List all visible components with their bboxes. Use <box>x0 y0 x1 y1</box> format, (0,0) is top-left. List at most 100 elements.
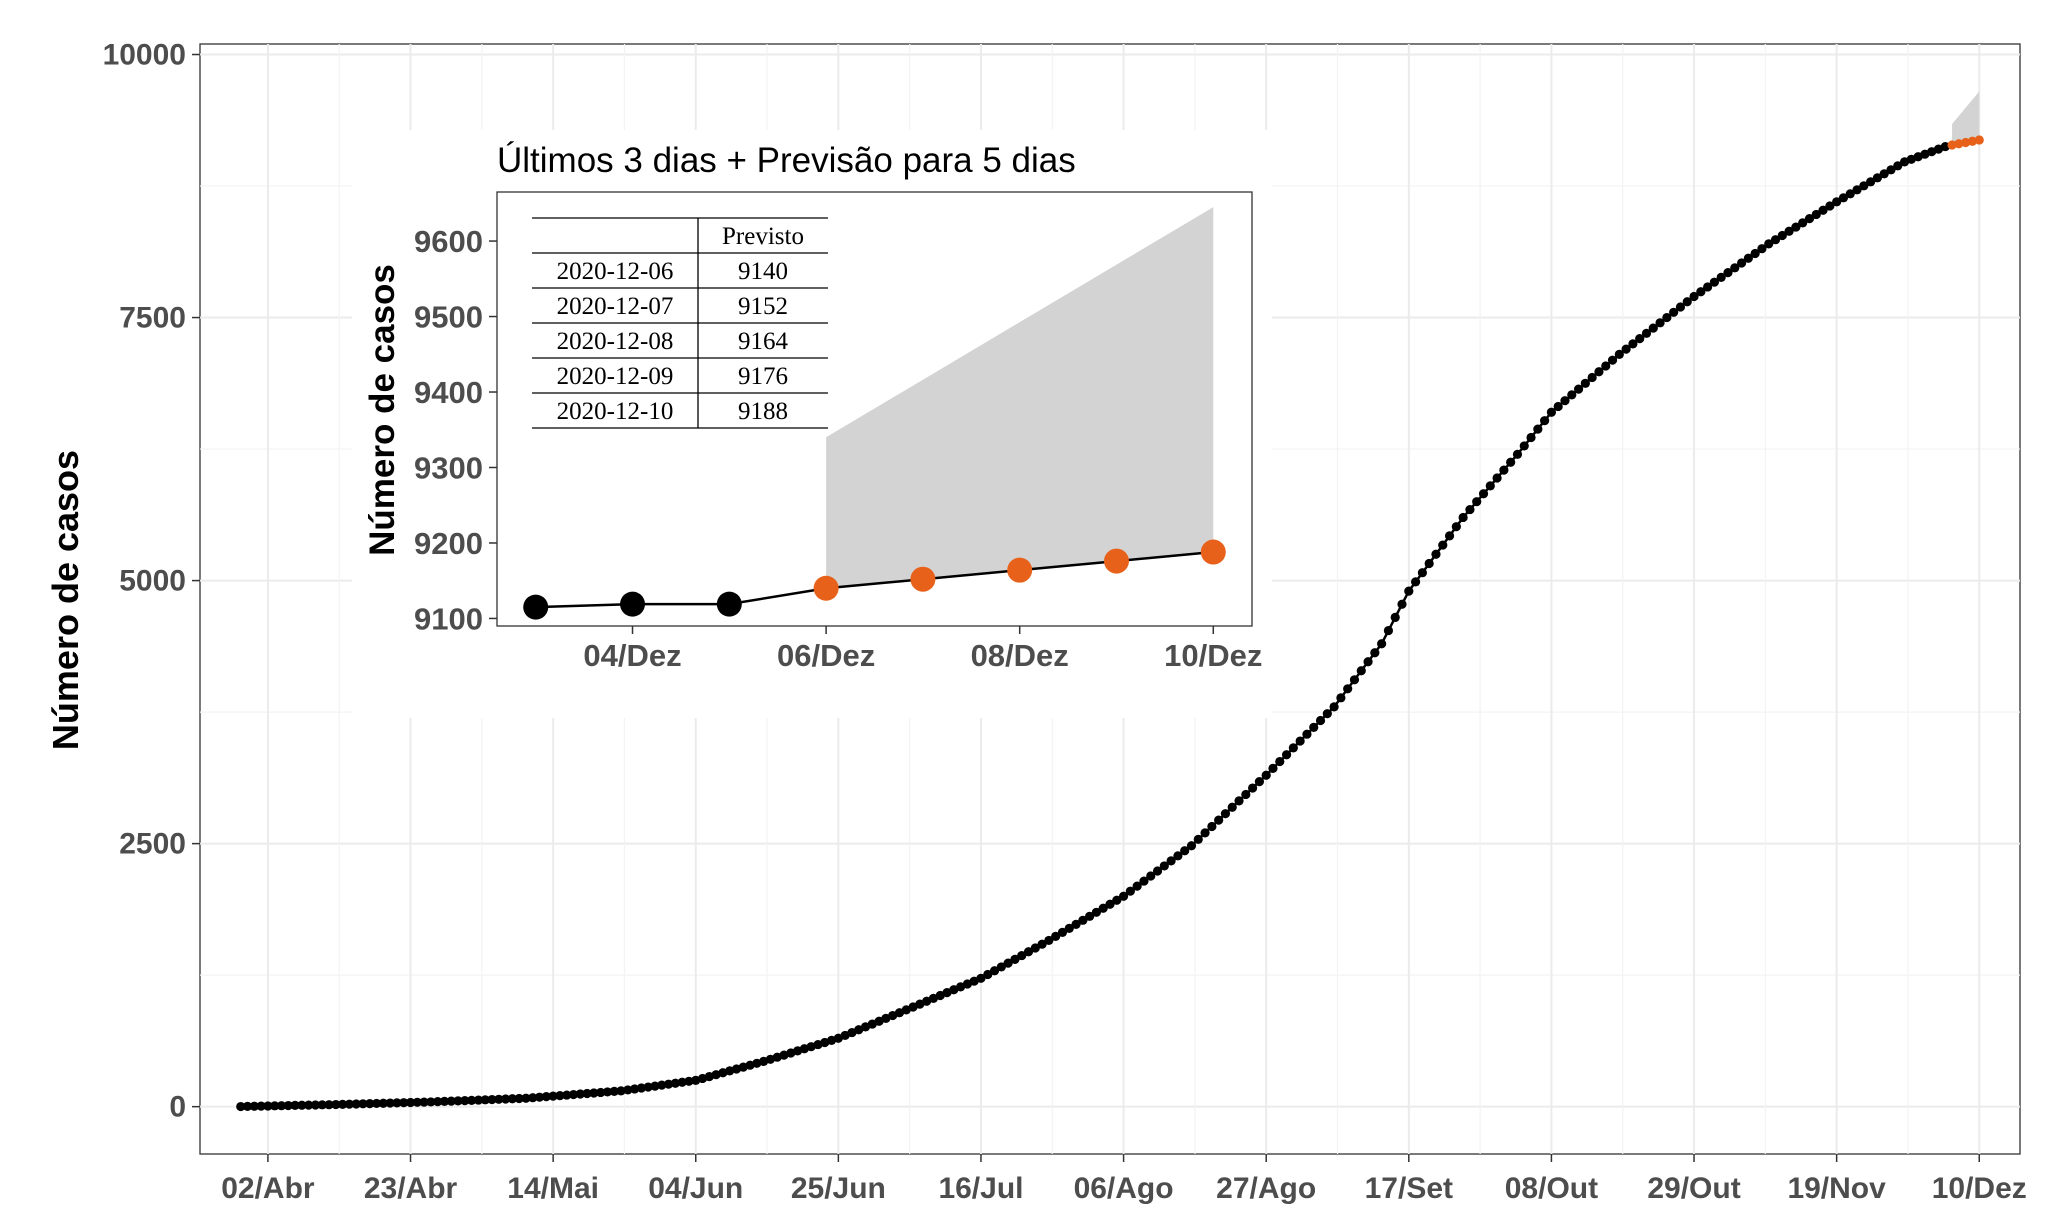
main-observed-point <box>1186 841 1197 851</box>
forecast-table-value: 9140 <box>738 258 788 285</box>
inset-chart: Últimos 3 dias + Previsão para 5 dias Nú… <box>352 130 1272 718</box>
main-observed-point <box>426 1097 436 1107</box>
main-observed-point <box>1173 851 1183 861</box>
main-observed-point <box>310 1100 321 1110</box>
main-observed-point <box>1872 173 1882 183</box>
main-observed-point <box>317 1100 327 1110</box>
main-observed-point <box>677 1077 687 1087</box>
inset-y-axis-title: Número de casos <box>363 264 402 556</box>
inset-forecast-band <box>826 207 1214 589</box>
main-observed-point <box>1777 230 1787 241</box>
main-observed-point <box>1879 169 1889 179</box>
main-observed-point <box>1200 828 1210 838</box>
main-observed-point <box>1180 846 1190 856</box>
inset-series-lines <box>535 550 1214 609</box>
inset-y-tick-label: 9400 <box>414 375 483 410</box>
main-observed-point <box>1506 457 1516 467</box>
main-observed-point <box>1553 401 1563 412</box>
main-observed-point <box>1492 473 1502 483</box>
main-observed-point <box>297 1100 307 1110</box>
main-x-tick-label: 14/Mai <box>507 1172 599 1205</box>
main-observed-point <box>1845 189 1855 199</box>
main-observed-point <box>1743 253 1753 263</box>
main-observed-point <box>1825 201 1835 211</box>
main-observed-point <box>1044 935 1054 946</box>
forecast-table-date: 2020-12-09 <box>557 363 674 390</box>
main-x-tick-label: 23/Abr <box>364 1172 458 1205</box>
main-observed-point <box>1322 709 1332 719</box>
main-forecast-point <box>1974 135 1984 145</box>
main-observed-point <box>1017 950 1027 961</box>
main-observed-point <box>1309 722 1319 732</box>
inset-forecast-band-area <box>826 207 1214 589</box>
main-observed-point <box>460 1096 470 1106</box>
main-observed-point <box>670 1078 680 1088</box>
main-x-tick-label: 02/Abr <box>221 1172 315 1205</box>
main-observed-point <box>1893 161 1903 171</box>
main-observed-point <box>1295 736 1305 746</box>
main-observed-point <box>1546 407 1557 417</box>
forecast-table-date: 2020-12-07 <box>557 293 674 320</box>
main-observed-point <box>1614 349 1624 359</box>
main-observed-point <box>446 1096 456 1106</box>
main-observed-point <box>365 1099 375 1109</box>
inset-y-tick-label: 9200 <box>414 526 483 561</box>
main-observed-point <box>1852 185 1862 195</box>
main-observed-point <box>1383 625 1394 636</box>
main-observed-point <box>1512 449 1523 459</box>
main-y-axis-title: Número de casos <box>45 450 86 750</box>
inset-title: Últimos 3 dias + Previsão para 5 dias <box>497 141 1076 180</box>
main-observed-point <box>1540 416 1550 426</box>
main-observed-point <box>242 1101 253 1112</box>
main-observed-point <box>636 1083 647 1093</box>
main-observed-point <box>643 1082 653 1092</box>
main-observed-point <box>1472 497 1482 507</box>
main-observed-point <box>1098 903 1108 913</box>
main-observed-point <box>1220 809 1231 819</box>
main-observed-point <box>528 1093 538 1103</box>
main-observed-point <box>1078 915 1088 925</box>
main-y-tick-label: 7500 <box>119 302 186 335</box>
main-observed-point <box>1281 750 1292 760</box>
main-observed-point <box>514 1093 524 1104</box>
main-observed-point <box>1696 287 1706 297</box>
inset-y-tick-label: 9500 <box>414 300 483 335</box>
inset-x-tick-label: 08/Dez <box>971 638 1069 673</box>
main-observed-point <box>487 1094 497 1105</box>
inset-y-tick-label: 9100 <box>414 601 483 636</box>
main-observed-point <box>1675 302 1686 312</box>
main-observed-point <box>1261 770 1271 780</box>
main-observed-point <box>399 1098 409 1108</box>
main-observed-point <box>555 1091 565 1101</box>
main-observed-point <box>1417 568 1427 578</box>
main-observed-point <box>1234 796 1244 806</box>
main-forecast-band-area <box>1952 91 1980 146</box>
main-observed-point <box>616 1086 626 1096</box>
main-forecast-band <box>1952 91 1980 146</box>
main-observed-point <box>1214 815 1224 825</box>
main-observed-point <box>1030 943 1040 953</box>
main-observed-point <box>1112 895 1122 905</box>
main-observed-point <box>1736 258 1747 268</box>
main-observed-point <box>1315 715 1326 726</box>
main-observed-point <box>996 962 1006 972</box>
main-observed-point <box>1451 522 1461 532</box>
main-observed-point <box>1085 911 1095 921</box>
main-y-tick-label: 0 <box>169 1091 186 1124</box>
forecast-table-value: 9176 <box>738 363 788 390</box>
main-observed-point <box>1804 214 1815 224</box>
main-y-tick-label: 5000 <box>119 565 186 598</box>
main-observed-point <box>1703 282 1713 292</box>
main-x-tick-label: 17/Set <box>1365 1172 1453 1205</box>
main-x-tick-label: 27/Ago <box>1216 1172 1316 1205</box>
main-observed-point <box>344 1099 355 1109</box>
forecast-table: Previsto 2020-12-06 9140 2020-12-07 9152 2020… <box>532 217 828 429</box>
main-observed-point <box>1288 743 1298 753</box>
main-observed-point <box>1356 666 1366 676</box>
main-observed-point <box>1397 599 1407 609</box>
main-observed-point <box>480 1095 490 1105</box>
main-observed-point <box>1580 378 1590 388</box>
main-observed-point <box>1343 684 1353 694</box>
main-observed-point <box>283 1100 293 1111</box>
main-observed-point <box>983 969 993 980</box>
